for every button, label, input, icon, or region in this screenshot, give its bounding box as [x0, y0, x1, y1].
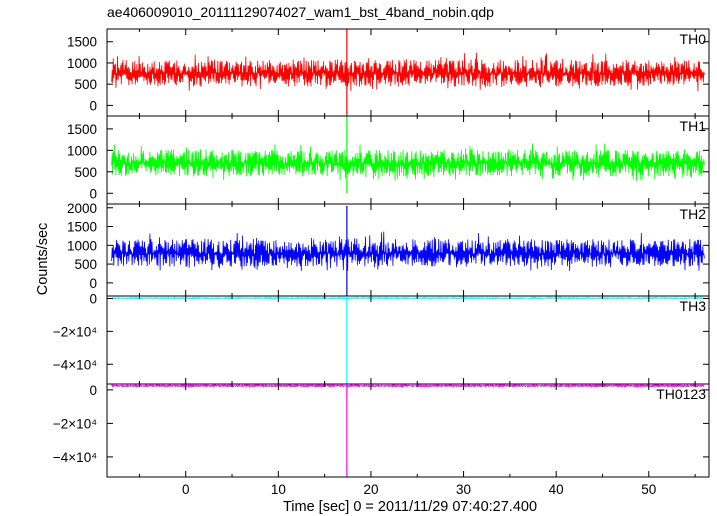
panel-frame	[106, 295, 710, 385]
y-tick-label: 1500	[67, 122, 97, 137]
x-tick-labels: 0 10 20 30 40 50	[182, 482, 656, 497]
y-tick-label: 1500	[67, 35, 97, 50]
panels-group: 0 500 1000 1500 TH0 0 500 1000 1500 TH1 0 500 1000 15…	[53, 28, 710, 478]
y-tick-label: 0	[89, 98, 97, 113]
y-tick-label: 0	[89, 186, 97, 201]
y-tick-label: −4×10⁴	[53, 450, 97, 465]
y-tick-label: −4×10⁴	[53, 357, 97, 372]
panel-label-th0123: TH0123	[656, 386, 706, 402]
y-tick-label: 1000	[67, 143, 97, 158]
y-tick-label: 500	[74, 257, 97, 272]
y-tick-label: 1500	[67, 220, 97, 235]
panel-label-th0: TH0	[680, 31, 707, 47]
y-tick-label: −2×10⁴	[53, 324, 97, 339]
series-trace-th1	[111, 143, 705, 182]
x-axis-label: Time [sec] 0 = 2011/11/29 07:40:27.400	[283, 499, 537, 515]
series-trace-th2	[111, 231, 705, 271]
x-tick-label: 0	[182, 482, 190, 497]
panel-label-th3: TH3	[680, 298, 707, 314]
series-trace-th0123	[111, 384, 705, 389]
panel-label-th2: TH2	[680, 206, 707, 222]
x-tick-label: 50	[641, 482, 656, 497]
panel-th3: 0 −2×10⁴ −4×10⁴ TH3	[53, 291, 710, 385]
y-axis-label: Counts/sec	[35, 223, 51, 296]
panel-th0: 0 500 1000 1500 TH0	[67, 28, 710, 117]
panel-th1: 0 500 1000 1500 TH1	[67, 115, 710, 205]
series-trace-th3	[111, 296, 705, 301]
x-tick-label: 20	[363, 482, 378, 497]
panel-frame	[106, 383, 710, 478]
x-tick-label: 40	[549, 482, 564, 497]
y-tick-label: 500	[74, 77, 97, 92]
y-tick-label: 0	[89, 291, 97, 306]
y-tick-label: −2×10⁴	[53, 416, 97, 431]
y-tick-label: 1000	[67, 56, 97, 71]
y-tick-label: 500	[74, 165, 97, 180]
panel-th0123: 0 −2×10⁴ −4×10⁴ TH0123	[53, 383, 710, 478]
x-tick-label: 30	[456, 482, 471, 497]
series-trace-th0	[111, 52, 705, 92]
x-tick-label: 10	[271, 482, 286, 497]
y-tick-label: 0	[89, 276, 97, 291]
panel-label-th1: TH1	[680, 118, 707, 134]
y-tick-label: 0	[89, 383, 97, 398]
chart-title: ae406009010_20111129074027_wam1_bst_4ban…	[107, 4, 494, 20]
y-tick-label: 1000	[67, 238, 97, 253]
y-tick-label: 2000	[67, 201, 97, 216]
panel-th2: 0 500 1000 1500 2000 TH2	[67, 201, 710, 297]
